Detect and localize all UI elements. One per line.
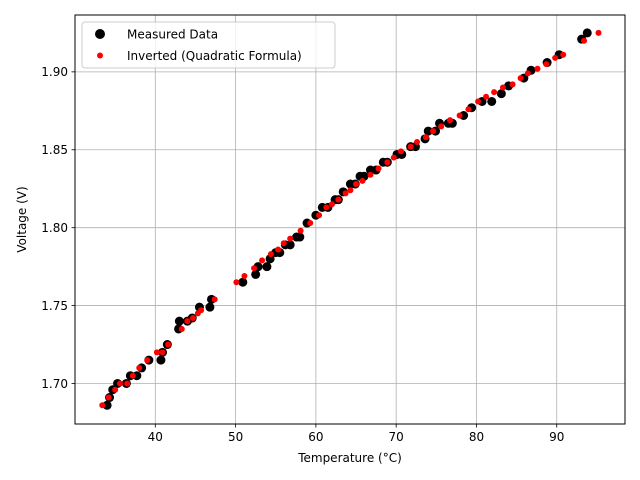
inverted-point: [543, 61, 550, 68]
inverted-point: [116, 380, 123, 387]
measured-point: [582, 28, 592, 38]
inverted-point: [359, 177, 366, 184]
inverted-point: [328, 201, 335, 208]
inverted-point: [112, 386, 119, 393]
inverted-point: [105, 394, 112, 401]
inverted-point: [323, 204, 330, 211]
inverted-point: [211, 296, 218, 303]
x-tick-label: 40: [148, 430, 163, 444]
y-tick-label: 1.70: [41, 377, 68, 391]
inverted-point: [414, 138, 421, 145]
legend-box: [81, 21, 336, 69]
inverted-point: [287, 235, 294, 242]
y-tick-label: 1.90: [41, 65, 68, 79]
inverted-point: [499, 84, 506, 91]
inverted-point: [509, 81, 516, 88]
measured-point: [487, 96, 497, 106]
inverted-point: [552, 54, 559, 61]
inverted-point: [307, 220, 314, 227]
y-tick-label: 1.85: [41, 143, 68, 157]
inverted-point: [595, 29, 602, 36]
inverted-point: [581, 37, 588, 44]
inverted-point: [129, 372, 136, 379]
inverted-point: [353, 181, 360, 188]
measured-point: [238, 277, 248, 287]
x-tick-label: 80: [469, 430, 484, 444]
inverted-point: [99, 402, 106, 409]
inverted-point: [491, 89, 498, 96]
inverted-point: [153, 349, 160, 356]
inverted-point: [136, 364, 143, 371]
plot-area: [75, 15, 625, 424]
inverted-point: [316, 212, 323, 219]
inverted-point: [465, 106, 472, 113]
measured-point: [295, 232, 305, 242]
y-axis-label: Voltage (V): [15, 186, 29, 252]
inverted-point: [144, 357, 151, 364]
x-tick-label: 50: [228, 430, 243, 444]
inverted-point: [422, 134, 429, 141]
measured-point: [174, 316, 184, 326]
inverted-point: [524, 70, 531, 77]
x-tick-label: 70: [389, 430, 404, 444]
inverted-point: [438, 123, 445, 130]
inverted-point: [534, 65, 541, 72]
inverted-point: [347, 187, 354, 194]
inverted-point: [184, 318, 191, 325]
measured-point: [423, 126, 433, 136]
inverted-point: [165, 341, 172, 348]
grid-lines: [75, 15, 625, 424]
inverted-point: [560, 51, 567, 58]
measured-point: [285, 240, 295, 250]
legend-label-inverted: Inverted (Quadratic Formula): [127, 49, 302, 63]
series-inverted-quadratic: [99, 29, 602, 409]
inverted-point: [190, 315, 197, 322]
measured-point: [205, 302, 215, 312]
inverted-point: [430, 128, 437, 135]
inverted-point: [475, 98, 482, 105]
legend-label-measured: Measured Data: [127, 28, 218, 42]
y-tick-label: 1.75: [41, 299, 68, 313]
inverted-point: [159, 349, 166, 356]
legend-marker-measured: [95, 29, 105, 39]
measured-point: [102, 400, 112, 410]
inverted-point: [367, 171, 374, 178]
inverted-point: [124, 380, 131, 387]
inverted-point: [280, 240, 287, 247]
inverted-point: [390, 154, 397, 161]
inverted-point: [233, 279, 240, 286]
inverted-point: [259, 257, 266, 264]
inverted-point: [297, 227, 304, 234]
data-layer: [99, 28, 602, 410]
inverted-point: [397, 148, 404, 155]
inverted-point: [178, 325, 185, 332]
axis-ticks: 40 50 60 70 80 90 1.70 1.75 1.80 1.85 1.90: [41, 65, 564, 444]
inverted-point: [275, 246, 282, 253]
inverted-point: [241, 272, 248, 279]
x-axis-label: Temperature (°C): [297, 451, 402, 465]
inverted-point: [267, 251, 274, 258]
measured-point: [251, 269, 261, 279]
inverted-point: [456, 112, 463, 119]
measured-point: [156, 355, 166, 365]
inverted-point: [335, 196, 342, 203]
x-tick-label: 90: [549, 430, 564, 444]
y-tick-label: 1.80: [41, 221, 68, 235]
x-tick-label: 60: [308, 430, 323, 444]
inverted-point: [483, 93, 490, 100]
inverted-point: [198, 307, 205, 314]
measured-point: [262, 262, 272, 272]
axes-frame: [74, 14, 626, 425]
legend: Measured Data Inverted (Quadratic Formul…: [81, 21, 336, 69]
inverted-point: [446, 117, 453, 124]
inverted-point: [407, 143, 414, 150]
inverted-point: [384, 159, 391, 166]
measured-point: [496, 89, 506, 99]
inverted-point: [375, 165, 382, 172]
inverted-point: [342, 190, 349, 197]
legend-marker-inverted: [97, 52, 103, 59]
inverted-point: [251, 265, 258, 272]
inverted-point: [517, 75, 524, 82]
